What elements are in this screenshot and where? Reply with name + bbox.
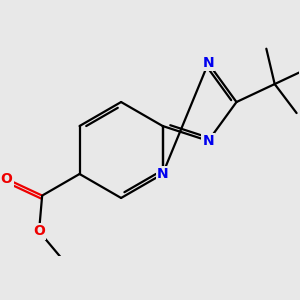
Text: N: N: [202, 134, 214, 148]
Text: O: O: [1, 172, 12, 186]
Text: O: O: [33, 224, 45, 239]
Text: N: N: [202, 56, 214, 70]
Text: N: N: [157, 167, 169, 181]
